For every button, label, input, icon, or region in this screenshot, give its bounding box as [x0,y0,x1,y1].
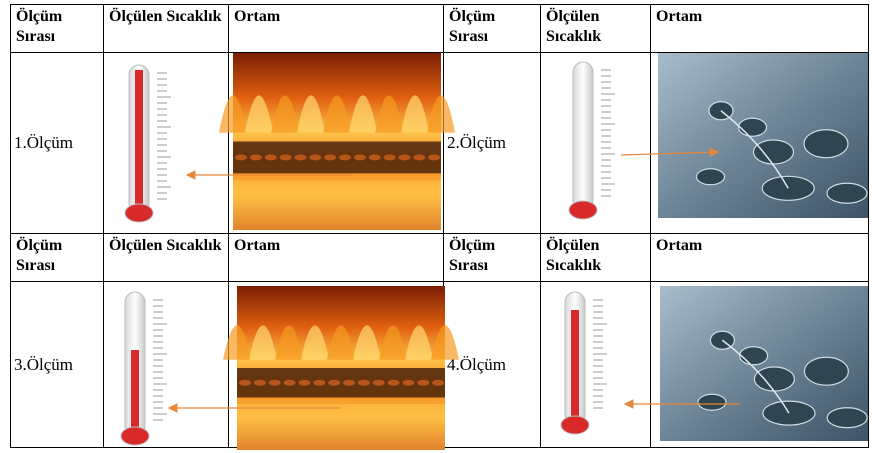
environment-cell [229,53,444,234]
header-cell: Ölçüm Sırası [444,234,541,282]
header-cell: Ölçülen Sıcaklık [104,5,229,53]
header-cell: Ortam [651,234,869,282]
thermometer-cell [541,282,651,448]
header-cell: Ölçülen Sıcaklık [541,5,651,53]
header-cell: Ortam [229,234,444,282]
environment-cell [651,282,869,448]
header-cell: Ölçülen Sıcaklık [104,234,229,282]
data-row: 3.Ölçüm 4.Ölçüm [11,282,869,448]
measurement-label: 4.Ölçüm [444,282,541,448]
environment-cell [651,53,869,234]
thermometer-cell [104,282,229,448]
header-cell: Ortam [229,5,444,53]
measurement-label: 3.Ölçüm [11,282,104,448]
measurement-table: Ölçüm Sırası Ölçülen Sıcaklık Ortam Ölçü… [10,4,869,448]
header-row: Ölçüm Sırası Ölçülen Sıcaklık Ortam Ölçü… [11,234,869,282]
header-cell: Ortam [651,5,869,53]
header-cell: Ölçülen Sıcaklık [541,234,651,282]
page: Ölçüm Sırası Ölçülen Sıcaklık Ortam Ölçü… [0,0,872,453]
environment-cell [229,282,444,448]
header-row: Ölçüm Sırası Ölçülen Sıcaklık Ortam Ölçü… [11,5,869,53]
data-row: 1.Ölçüm 2.Ölçüm [11,53,869,234]
thermometer-cell [104,53,229,234]
measurement-label: 2.Ölçüm [444,53,541,234]
header-cell: Ölçüm Sırası [444,5,541,53]
header-cell: Ölçüm Sırası [11,5,104,53]
header-cell: Ölçüm Sırası [11,234,104,282]
measurement-label: 1.Ölçüm [11,53,104,234]
thermometer-cell [541,53,651,234]
